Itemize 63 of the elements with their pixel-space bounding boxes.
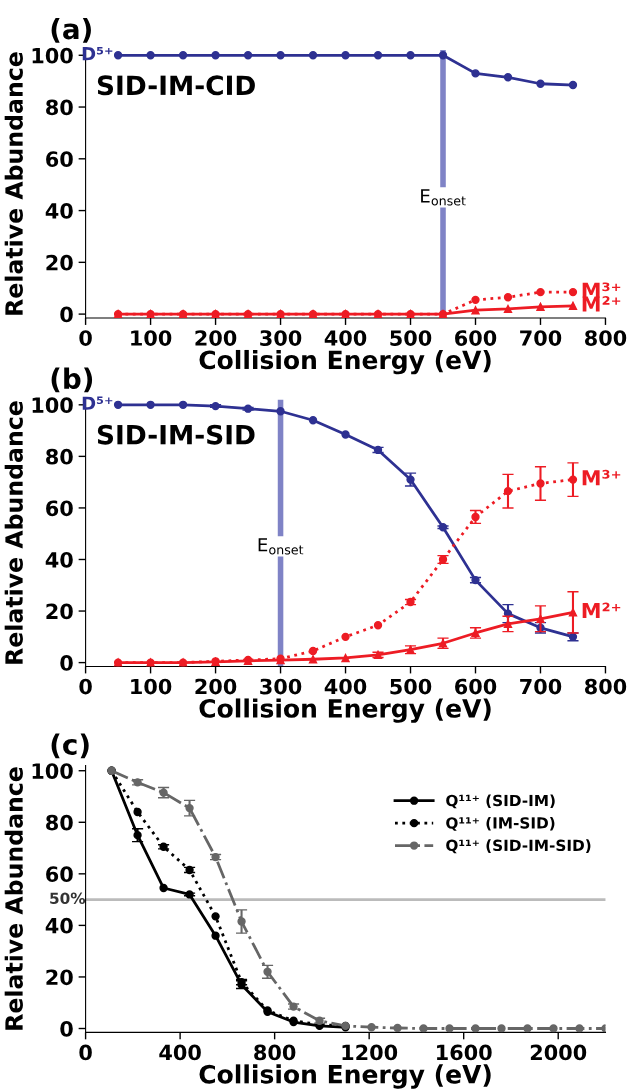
text: (a) <box>51 17 91 43</box>
y-tick-label: 40 <box>45 551 73 568</box>
x-tick-label: 100 <box>131 678 172 695</box>
y-tick-label: 20 <box>46 254 73 271</box>
y-tick-label: 80 <box>46 99 73 116</box>
legend-label: Q¹¹⁺ (SID-IM-SID) <box>446 839 591 854</box>
x-tick-label: 800 <box>585 330 627 346</box>
x-tick-label: 800 <box>585 678 627 695</box>
y-tick-label: 60 <box>46 866 73 883</box>
y-tick-label: 20 <box>46 969 73 986</box>
x-tick-label: 2000 <box>530 1044 587 1061</box>
x-tick-label: 300 <box>260 678 302 695</box>
series-label: M³⁺ <box>582 282 621 298</box>
x-tick-label: 500 <box>390 330 432 346</box>
y-tick-label: 60 <box>46 500 73 517</box>
series-label: M²⁺ <box>582 296 621 312</box>
ref-line-label: E$_{onset}$ <box>421 189 466 206</box>
y-axis-title: Relative Abundance <box>4 401 23 664</box>
ref-line-label: E$_{onset}$ <box>258 538 304 555</box>
ref-line-label: 50% <box>50 892 86 905</box>
y-tick-label: 80 <box>46 448 73 465</box>
y-tick-label: 60 <box>46 151 73 168</box>
x-tick-label: 500 <box>390 678 432 695</box>
text: (c) <box>51 733 89 759</box>
text: (b) <box>51 367 93 393</box>
y-tick-label: 0 <box>60 1020 73 1037</box>
x-tick-label: 200 <box>195 330 237 346</box>
x-tick-label: 1200 <box>342 1044 398 1061</box>
x-tick-label: 1600 <box>437 1044 492 1061</box>
y-tick-label: 20 <box>46 603 73 620</box>
x-tick-label: 700 <box>520 678 562 695</box>
series-label: M³⁺ <box>582 469 621 486</box>
legend-label: Q¹¹⁺ (SID-IM) <box>446 794 555 809</box>
y-tick-label: 100 <box>32 47 73 64</box>
y-tick-label: 100 <box>32 397 73 414</box>
x-tick-label: 400 <box>324 678 367 695</box>
x-tick-label: 0 <box>79 1044 92 1061</box>
y-axis-title: Relative Abundance <box>4 52 23 315</box>
x-tick-label: 400 <box>159 1044 201 1061</box>
x-tick-label: 800 <box>254 1044 296 1061</box>
x-axis-title: Collision Energy (eV) <box>199 698 491 723</box>
y-tick-label: 0 <box>60 655 73 671</box>
y-axis-title: Relative Abundance <box>4 767 23 1030</box>
x-tick-label: 600 <box>455 678 497 695</box>
x-tick-label: 100 <box>131 330 172 346</box>
y-tick-label: 0 <box>60 306 73 323</box>
x-tick-label: 0 <box>79 330 92 346</box>
y-tick-label: 40 <box>45 203 73 219</box>
y-tick-label: 100 <box>32 763 73 779</box>
x-tick-label: 700 <box>520 330 562 346</box>
x-tick-label: 200 <box>195 678 237 695</box>
x-axis-title: Collision Energy (eV) <box>199 349 491 375</box>
x-tick-label: 400 <box>324 330 367 346</box>
x-tick-label: 300 <box>260 330 302 346</box>
x-tick-label: 600 <box>455 330 497 346</box>
legend-label: Q¹¹⁺ (IM-SID) <box>446 816 555 831</box>
annotation: SID-IM-SID <box>97 424 255 445</box>
x-tick-label: 0 <box>79 678 92 695</box>
y-tick-label: 40 <box>45 917 73 934</box>
y-tick-label: 80 <box>46 814 73 831</box>
annotation: SID-IM-CID <box>97 75 255 96</box>
series-label: M²⁺ <box>582 602 621 619</box>
x-axis-title: Collision Energy (eV) <box>199 1064 491 1089</box>
